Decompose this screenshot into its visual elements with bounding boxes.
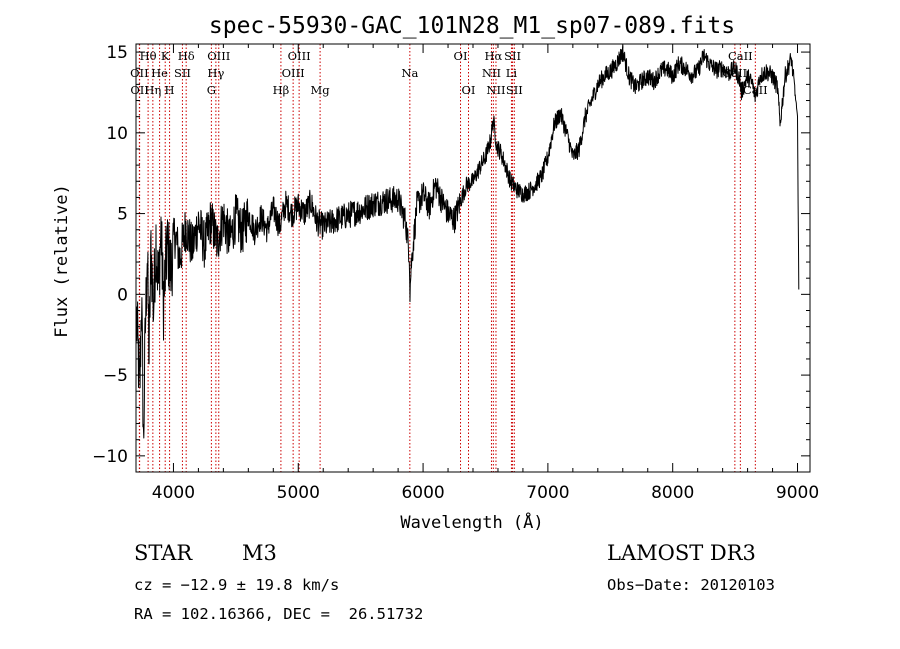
emission-line-label: OI [462,83,476,97]
emission-line-label: Hθ [140,49,157,63]
emission-line-label: OI [454,49,468,63]
y-tick-label: 10 [106,124,128,144]
redshift-velocity: cz = −12.9 ± 19.8 km/s [134,576,339,594]
emission-line-label: OIII [288,49,311,63]
emission-line-label: G [207,83,216,97]
x-tick-label: 8000 [651,483,694,503]
emission-line-label: SII [506,83,523,97]
emission-line-label: Hα [484,49,502,63]
emission-line-label: Mg [311,83,331,97]
survey-name: LAMOST DR3 [607,541,756,565]
emission-line-markers [138,44,756,472]
sky-coordinates: RA = 102.16366, DEC = 26.51732 [134,605,423,623]
y-tick-label: 0 [117,285,128,305]
emission-line-label: Hγ [207,66,224,80]
emission-line-label: He [151,66,168,80]
emission-line-label: Na [401,66,418,80]
observation-date: Obs−Date: 20120103 [607,576,775,594]
y-axis-ticks: −10 −5 0 5 10 15 [92,43,810,473]
x-axis-ticks: 4000 5000 6000 7000 8000 9000 [152,44,819,503]
x-tick-label: 9000 [776,483,819,503]
emission-line-label: Hη [144,83,161,97]
emission-line-label: OIII [282,66,305,80]
emission-line-label: SII [504,49,521,63]
y-axis-label: Flux (relative) [52,184,72,338]
x-tick-label: 7000 [526,483,569,503]
y-tick-label: −5 [103,366,128,386]
emission-line-label: OII [130,66,149,80]
emission-line-label: Hδ [178,49,195,63]
emission-line-label: H [165,83,175,97]
emission-line-label: NII [486,83,505,97]
x-tick-label: 6000 [401,483,444,503]
object-class: STAR [134,541,193,565]
emission-line-label: Li [506,66,518,80]
chart-title: spec-55930-GAC_101N28_M1_sp07-089.fits [209,13,735,39]
x-tick-label: 5000 [277,483,320,503]
emission-line-label: K [161,49,170,63]
emission-line-label: CaII [728,49,753,63]
y-tick-label: −10 [92,447,128,467]
x-tick-label: 4000 [152,483,195,503]
emission-line-label: SII [174,66,191,80]
emission-line-label: Hβ [273,83,290,97]
y-tick-label: 5 [117,205,128,225]
emission-line-label: OIII [207,49,230,63]
x-axis-label: Wavelength (Å) [400,511,543,533]
spectrum-series-line [136,45,800,439]
emission-line-label: NII [482,66,501,80]
y-tick-label: 15 [106,43,128,63]
object-subclass: M3 [242,541,277,565]
emission-line-label: OII [130,83,149,97]
